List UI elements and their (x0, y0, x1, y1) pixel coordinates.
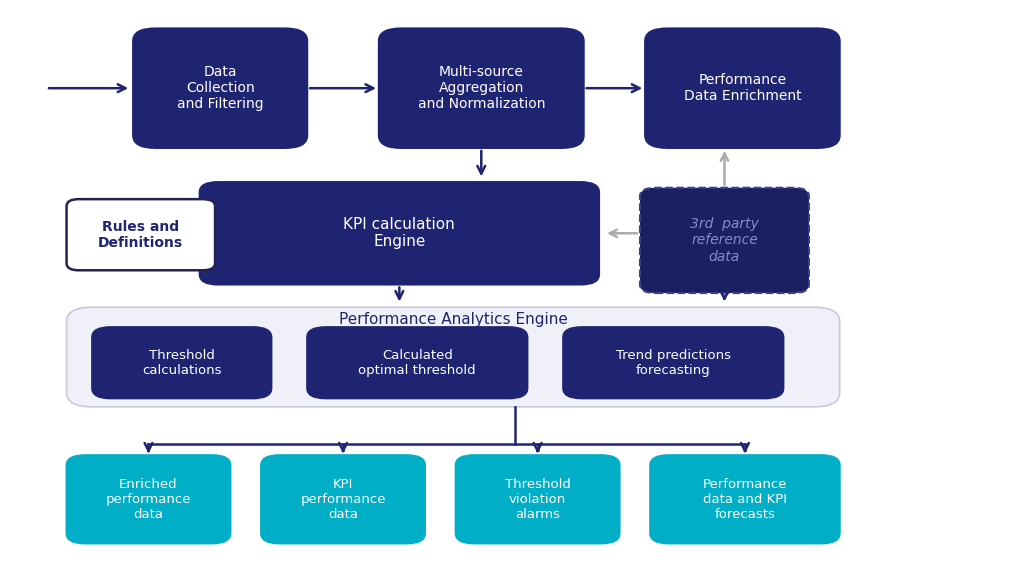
Text: Rules and
Definitions: Rules and Definitions (98, 220, 183, 250)
FancyBboxPatch shape (92, 327, 271, 398)
Text: 3rd  party
reference
data: 3rd party reference data (690, 217, 759, 263)
FancyBboxPatch shape (67, 455, 230, 543)
Text: Data
Collection
and Filtering: Data Collection and Filtering (177, 65, 263, 112)
Text: Enriched
performance
data: Enriched performance data (105, 478, 191, 521)
Text: KPI
performance
data: KPI performance data (300, 478, 386, 521)
Text: Performance
Data Enrichment: Performance Data Enrichment (684, 73, 801, 104)
Text: Performance
data and KPI
forecasts: Performance data and KPI forecasts (702, 478, 787, 521)
FancyBboxPatch shape (456, 455, 620, 543)
Text: Performance Analytics Engine: Performance Analytics Engine (339, 312, 567, 327)
Text: KPI calculation
Engine: KPI calculation Engine (343, 217, 456, 249)
FancyBboxPatch shape (67, 199, 215, 270)
Text: Threshold
calculations: Threshold calculations (142, 349, 221, 377)
FancyBboxPatch shape (650, 455, 840, 543)
FancyBboxPatch shape (307, 327, 527, 398)
FancyBboxPatch shape (261, 455, 425, 543)
FancyBboxPatch shape (563, 327, 783, 398)
Text: Calculated
optimal threshold: Calculated optimal threshold (358, 349, 476, 377)
Text: Multi-source
Aggregation
and Normalization: Multi-source Aggregation and Normalizati… (418, 65, 545, 112)
FancyBboxPatch shape (67, 307, 840, 407)
FancyBboxPatch shape (645, 28, 840, 148)
FancyBboxPatch shape (133, 28, 307, 148)
Text: Trend predictions
forecasting: Trend predictions forecasting (615, 349, 731, 377)
FancyBboxPatch shape (640, 188, 809, 293)
FancyBboxPatch shape (200, 182, 599, 284)
Text: Threshold
violation
alarms: Threshold violation alarms (505, 478, 570, 521)
FancyBboxPatch shape (379, 28, 584, 148)
